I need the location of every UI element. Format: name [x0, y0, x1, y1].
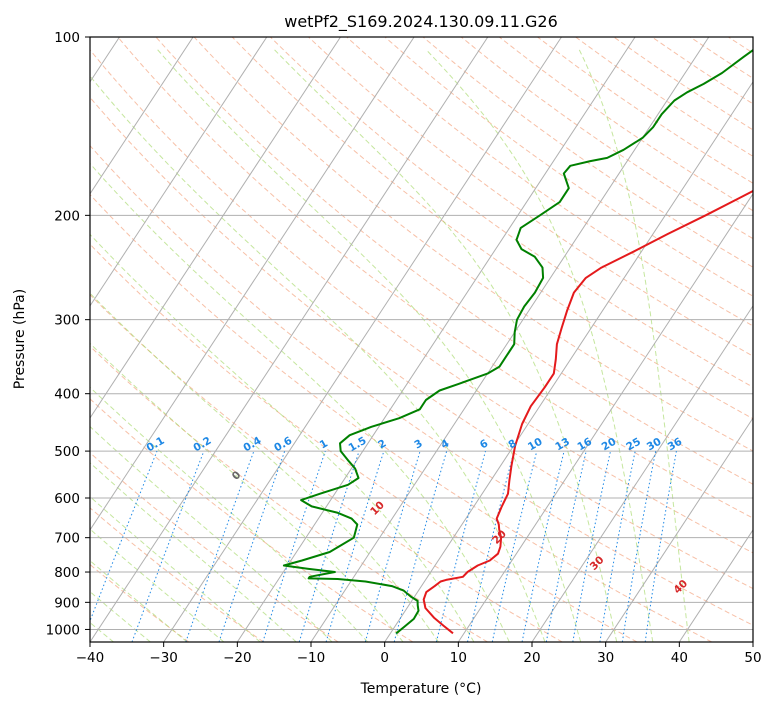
y-tick-label: 1000 [46, 622, 80, 638]
dry-adiabat [537, 37, 753, 184]
isotherm [384, 80, 753, 642]
mixing-ratio-line [599, 450, 636, 642]
y-tick-label: 100 [54, 30, 80, 46]
moist-adiabat [90, 75, 546, 642]
mixing-ratio-line [545, 450, 587, 642]
temperature-profile-line [422, 189, 753, 635]
dry-adiabat [90, 243, 638, 642]
moist-adiabat [90, 386, 369, 642]
dry-adiabat [346, 37, 753, 327]
x-tick-label: −20 [223, 650, 252, 666]
moist-adiabat [90, 559, 188, 642]
dry-adiabat [90, 49, 753, 554]
dry-adiabat [270, 37, 753, 388]
dewpoint-profile-line [282, 48, 753, 635]
x-tick-label: 20 [523, 650, 540, 666]
moist-adiabat [578, 49, 690, 642]
mixing-ratio-line [218, 450, 286, 642]
moist-adiabat [90, 425, 333, 642]
dry-adiabat [766, 37, 775, 642]
isotherm [90, 37, 489, 642]
mixing-ratio-line [298, 450, 360, 642]
y-tick-label: 700 [54, 531, 80, 547]
mixing-ratio-line [364, 450, 421, 642]
x-tick-label: 0 [380, 650, 389, 666]
plot-frame [89, 36, 754, 643]
isotherm [90, 37, 415, 531]
isotherm [457, 192, 753, 642]
moist-adiabat [90, 528, 225, 642]
moist-adiabat [90, 590, 151, 642]
isotherm [90, 37, 194, 195]
isotherm [752, 641, 753, 642]
moist-adiabat [90, 496, 261, 642]
y-tick-label: 900 [54, 595, 80, 611]
mixing-ratio-line [435, 450, 486, 642]
mixing-ratio-line [491, 450, 538, 642]
moist-adiabat [90, 462, 297, 642]
mixing-ratio-line [621, 451, 657, 642]
mixing-ratio-line [262, 450, 326, 642]
mixing-ratio-line [325, 450, 385, 642]
dry-adiabat [308, 37, 753, 357]
dry-adiabat [231, 37, 753, 420]
moist-adiabat [157, 49, 582, 642]
dry-adiabat [460, 37, 753, 240]
isotherm [163, 37, 562, 642]
dry-adiabat [90, 144, 753, 626]
dry-adiabat [193, 37, 753, 452]
moist-adiabat [273, 49, 618, 642]
mixing-ratio-line [467, 450, 515, 642]
y-axis-label: Pressure (hPa) [12, 289, 28, 389]
moist-adiabat [425, 49, 654, 642]
isotherm [678, 529, 753, 642]
isotherm [90, 37, 341, 419]
x-tick-label: −10 [297, 650, 326, 666]
mixing-ratio-line [644, 451, 677, 642]
y-tick-label: 200 [54, 208, 80, 224]
chart-title: wetPf2_S169.2024.130.09.11.G26 [284, 12, 558, 32]
isotherm [531, 304, 753, 642]
y-tick-label: 800 [54, 565, 80, 581]
x-tick-label: −40 [76, 650, 105, 666]
mixing-ratio-line [185, 450, 255, 642]
x-tick-label: 30 [597, 650, 614, 666]
isotherm [90, 37, 268, 307]
x-tick-label: 10 [450, 650, 467, 666]
mixing-ratio-line [521, 450, 565, 642]
mixing-ratio-line [393, 450, 448, 642]
x-tick-label: 40 [671, 650, 688, 666]
moist-adiabat [90, 233, 475, 642]
y-tick-label: 500 [54, 444, 80, 460]
y-tick-label: 300 [54, 313, 80, 329]
x-axis-label: Temperature (°C) [360, 681, 482, 697]
x-tick-label: 50 [744, 650, 761, 666]
y-tick-label: 600 [54, 491, 80, 507]
moist-adiabat [90, 342, 404, 642]
isotherm [236, 37, 636, 642]
dry-adiabat [90, 96, 753, 590]
y-tick-label: 400 [54, 387, 80, 403]
dry-adiabat [384, 37, 753, 297]
moist-adiabat [90, 162, 510, 642]
mixing-ratio-line [572, 450, 611, 642]
moist-adiabat [90, 292, 439, 642]
isotherm [605, 417, 753, 642]
dry-adiabat [575, 37, 753, 157]
x-tick-label: −30 [149, 650, 178, 666]
